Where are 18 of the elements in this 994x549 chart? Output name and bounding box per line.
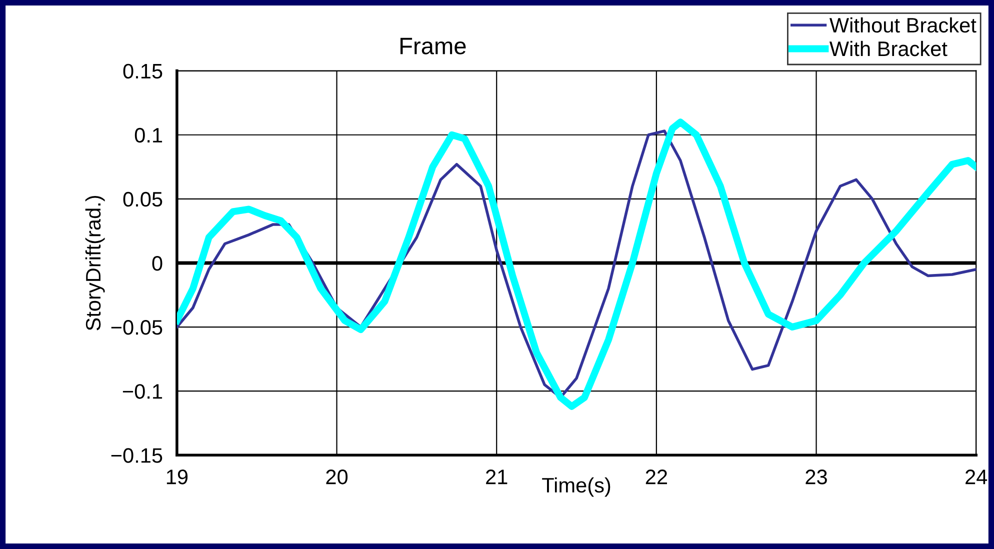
y-tick-label: −0.1 xyxy=(122,384,162,399)
y-tick-label: −0.15 xyxy=(111,448,162,463)
y-tick-label: 0 xyxy=(152,256,162,271)
x-tick-label: 24 xyxy=(966,470,988,484)
chart-title: Frame xyxy=(400,38,466,54)
x-tick-label: 23 xyxy=(806,470,827,484)
x-tick-label: 21 xyxy=(486,470,508,484)
legend-label: With Bracket xyxy=(829,40,948,56)
legend-label: Without Bracket xyxy=(829,17,976,33)
y-axis-title: StoryDrift(rad.) xyxy=(85,196,105,330)
x-tick-label: 19 xyxy=(166,470,188,484)
y-tick-label: 0.05 xyxy=(123,192,162,207)
x-tick-label: 22 xyxy=(646,470,667,484)
y-tick-label: 0.1 xyxy=(134,128,162,143)
y-tick-label: −0.05 xyxy=(111,320,162,335)
x-axis-title: Time(s) xyxy=(542,477,610,497)
y-tick-label: 0.15 xyxy=(123,64,162,79)
x-tick-label: 20 xyxy=(326,470,348,484)
